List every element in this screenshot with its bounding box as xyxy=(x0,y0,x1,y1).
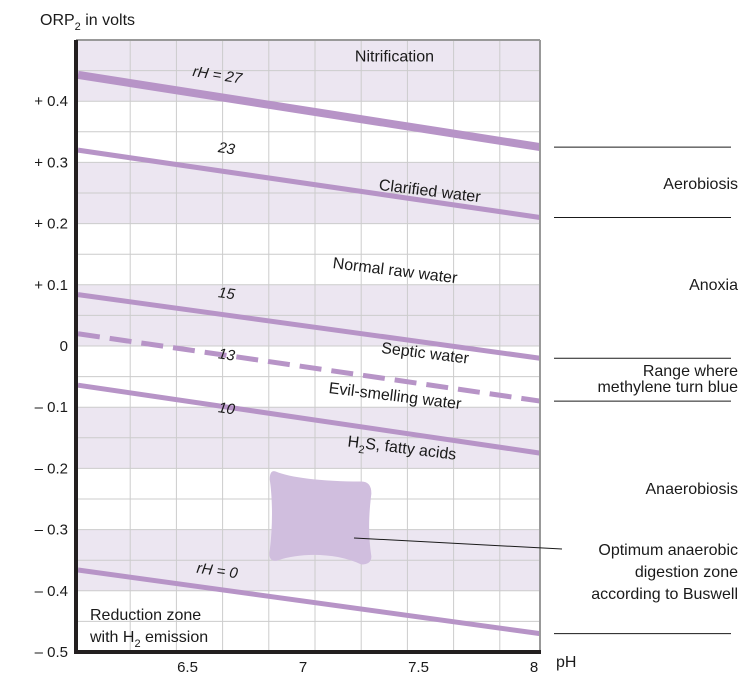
rh-line xyxy=(77,567,541,637)
optimum-zone-callout-label: Optimum anaerobic xyxy=(598,542,738,559)
x-tick-label: 6.5 xyxy=(177,659,198,676)
side-zone-label: Anaerobiosis xyxy=(646,481,739,498)
y-tick-label: + 0.4 xyxy=(34,93,68,110)
rh-line xyxy=(77,382,541,456)
rh-line xyxy=(77,147,541,220)
y-tick-label: + 0.3 xyxy=(34,154,68,171)
rh-line-label: 13 xyxy=(217,345,237,364)
rh-line-label: 10 xyxy=(217,399,237,418)
x-tick-label: 7 xyxy=(299,659,307,676)
y-tick-label: – 0.2 xyxy=(35,460,68,477)
x-axis-title: pH xyxy=(556,654,576,671)
y-tick-label: + 0.1 xyxy=(34,277,68,294)
rh-lines xyxy=(77,70,541,637)
x-tick-label: 8 xyxy=(530,659,538,676)
y-tick-label: – 0.3 xyxy=(35,522,68,539)
x-tick-label: 7.5 xyxy=(408,659,429,676)
axes xyxy=(74,39,541,654)
optimum-zone-blob xyxy=(269,471,372,565)
side-zone-label: methylene turn blue xyxy=(597,379,738,396)
rh-line-label: rH = 0 xyxy=(196,560,240,583)
y-tick-label: 0 xyxy=(60,338,68,355)
callout-leader-line xyxy=(353,537,563,550)
optimum-zone-callout-label: according to Buswell xyxy=(591,586,738,603)
side-zone-label: Anoxia xyxy=(689,277,738,294)
y-tick-label: + 0.2 xyxy=(34,216,68,233)
rh-line-label: 23 xyxy=(216,139,237,158)
optimum-zone-callout-label: digestion zone xyxy=(635,564,738,581)
y-tick-label: – 0.1 xyxy=(35,399,68,416)
rh-line xyxy=(77,331,541,404)
optimum-zone-layer xyxy=(269,471,372,565)
rh-line xyxy=(77,70,541,152)
side-zone-label: Range where xyxy=(643,363,738,380)
y-tick-label: – 0.4 xyxy=(35,583,68,600)
rh-line xyxy=(77,292,541,361)
side-zone-label: Aerobiosis xyxy=(663,176,738,193)
reduction-zone-label-line1: Reduction zone xyxy=(90,607,201,624)
y-tick-label: – 0.5 xyxy=(35,644,68,661)
water-type-label: Normal raw water xyxy=(332,255,459,287)
rh-line-label: 15 xyxy=(217,284,236,303)
tick-labels: + 0.4 + 0.3 + 0.2 + 0.1 0 – 0.1 – 0.2 – 0.3 – 0.… xyxy=(34,93,538,676)
water-type-label: Nitrification xyxy=(355,48,434,65)
reduction-zone-label-line2: with H2 emission xyxy=(89,629,208,650)
y-axis-title: ORP2 in volts xyxy=(40,12,135,33)
